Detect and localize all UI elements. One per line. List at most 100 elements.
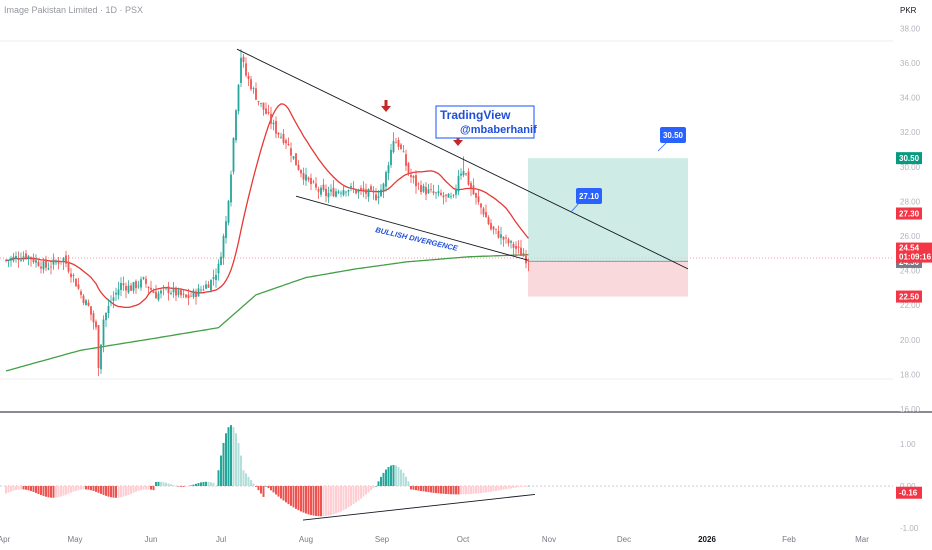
candle-body <box>147 286 150 289</box>
osc-bar <box>402 472 405 486</box>
candle-body <box>122 283 125 286</box>
osc-bar <box>460 486 462 495</box>
candle <box>435 191 437 199</box>
osc-bar <box>515 486 517 488</box>
osc-bar <box>485 486 487 493</box>
osc-bar <box>282 486 285 501</box>
candle-body <box>412 175 415 178</box>
candle-body <box>212 277 215 279</box>
candle-body <box>75 278 77 287</box>
candle-body <box>85 300 87 306</box>
divergence-trendline <box>295 195 529 261</box>
osc-bar <box>497 486 500 491</box>
candle-body <box>150 287 152 290</box>
watermark-brand: TradingView <box>440 108 511 122</box>
osc-bar <box>400 469 402 486</box>
candle <box>292 156 295 160</box>
osc-bar <box>520 486 522 487</box>
osc-bar <box>240 455 242 486</box>
mid-label: 27.10 <box>579 192 600 201</box>
osc-bar <box>295 486 297 509</box>
candle-body <box>67 261 70 272</box>
candle-body <box>227 200 230 223</box>
candle <box>165 287 167 291</box>
osc-bar <box>225 433 227 486</box>
osc-bar <box>525 486 527 487</box>
candle <box>342 184 345 197</box>
candle-body <box>367 189 370 197</box>
osc-bar <box>5 486 7 494</box>
candle <box>317 186 320 199</box>
candle-body <box>127 285 130 293</box>
candle-body <box>452 194 455 196</box>
candle <box>360 185 362 195</box>
osc-bar <box>440 486 442 494</box>
candle <box>270 106 272 130</box>
currency-label[interactable]: PKR <box>900 6 917 15</box>
osc-bar <box>72 486 75 492</box>
candle-body <box>45 259 47 268</box>
osc-bar <box>250 480 252 486</box>
osc-bar <box>22 486 25 490</box>
candle <box>222 233 225 265</box>
candle <box>27 254 30 266</box>
osc-bar <box>505 486 507 490</box>
osc-bar <box>347 486 350 508</box>
candle <box>345 190 347 197</box>
candle-body <box>477 196 480 202</box>
candle <box>260 102 262 107</box>
candle-body <box>505 237 507 239</box>
osc-bar <box>215 486 217 487</box>
candle <box>340 190 342 198</box>
candle <box>120 277 122 297</box>
candle <box>440 189 442 197</box>
candle <box>242 54 245 68</box>
candle-body <box>325 188 327 196</box>
sma-slow-line <box>5 254 529 372</box>
candle <box>87 299 90 307</box>
osc-bar <box>167 483 170 486</box>
candle <box>497 225 500 239</box>
osc-bar <box>185 486 187 487</box>
candle <box>475 192 477 205</box>
time-axis[interactable]: Apr May Jun Jul Aug Sep Oct Nov Dec 2026 Feb Mar <box>0 535 869 544</box>
osc-bar <box>447 486 450 495</box>
candle <box>470 181 472 197</box>
candle <box>177 287 180 298</box>
osc-bar <box>262 486 265 497</box>
candle <box>55 259 57 266</box>
candle-body <box>520 247 522 256</box>
candle <box>355 188 357 195</box>
osc-bar <box>475 486 477 494</box>
candle-body <box>217 263 220 274</box>
candle <box>285 138 287 149</box>
candle <box>457 169 460 196</box>
candle-body <box>322 184 325 191</box>
candle <box>320 185 322 198</box>
position-zones <box>528 158 688 297</box>
candle-body <box>20 259 22 261</box>
candle-body <box>152 291 155 293</box>
time-tick-label: Nov <box>542 535 556 544</box>
price-axis[interactable]: 38.00 36.00 34.00 32.00 30.00 28.00 26.00 24.00… <box>896 24 932 533</box>
osc-bar <box>227 427 230 486</box>
osc-bar <box>500 486 502 491</box>
candle <box>395 137 397 144</box>
candle <box>305 167 307 186</box>
candle <box>302 167 305 185</box>
osc-bar <box>207 481 210 486</box>
osc-bar <box>432 486 435 493</box>
candle-body <box>280 136 282 138</box>
time-tick-label: Jul <box>216 535 226 544</box>
candle-body <box>50 266 52 268</box>
osc-bar <box>405 476 407 486</box>
candle-body <box>265 108 267 114</box>
osc-bar <box>340 486 342 512</box>
osc-bar <box>255 486 257 487</box>
osc-bar <box>47 486 50 498</box>
candle-body <box>415 175 417 187</box>
candle-body <box>442 195 445 198</box>
candle <box>7 259 10 268</box>
candle <box>140 276 142 291</box>
